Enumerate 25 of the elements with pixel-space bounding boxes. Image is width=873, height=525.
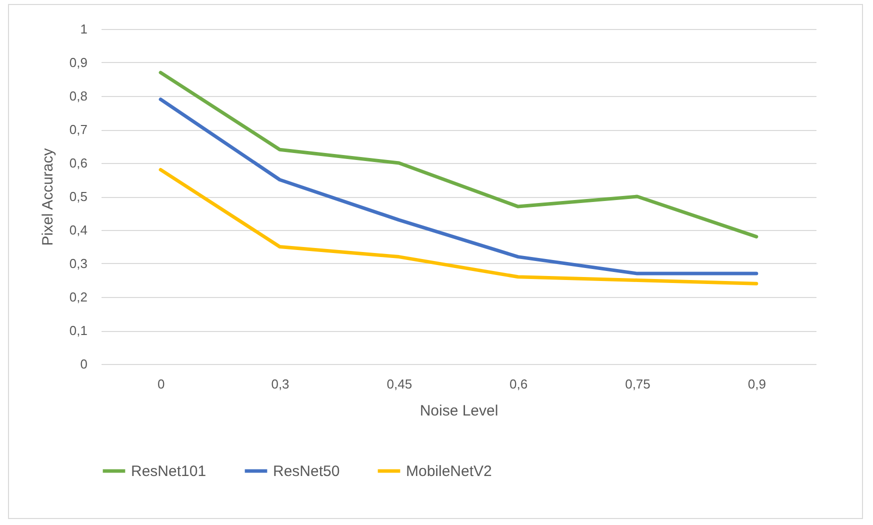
x-tick-label: 0,9 [748, 376, 766, 392]
x-tick-label: 0,6 [510, 376, 528, 392]
x-tick-label: 0 [157, 376, 165, 392]
legend-label: ResNet101 [131, 463, 206, 480]
legend-label: MobileNetV2 [406, 463, 492, 480]
y-tick-label: 0,3 [69, 256, 88, 271]
y-tick-label: 0,4 [69, 222, 88, 238]
y-tick-label: 0,5 [69, 189, 88, 204]
line-series [158, 98, 758, 276]
x-axis-title: Noise Level [420, 402, 498, 420]
y-tick-label: 0,1 [69, 323, 88, 338]
legend-label: ResNet50 [273, 463, 340, 480]
line-series [158, 168, 758, 286]
y-tick-label: 0,7 [69, 122, 88, 137]
y-tick-label: 0 [80, 356, 88, 372]
y-tick-label: 0,9 [69, 55, 88, 70]
x-tick-label: 0,3 [271, 376, 290, 392]
y-axis-title: Pixel Accuracy [39, 148, 56, 246]
y-tick-label: 1 [80, 22, 88, 36]
y-tick-label: 0,2 [69, 290, 88, 304]
x-tick-label: 0,75 [625, 376, 650, 392]
x-tick-label: 0,45 [386, 376, 412, 392]
y-tick-label: 0,8 [69, 88, 88, 104]
y-tick-label: 0,6 [69, 156, 88, 170]
line-series [158, 70, 758, 238]
